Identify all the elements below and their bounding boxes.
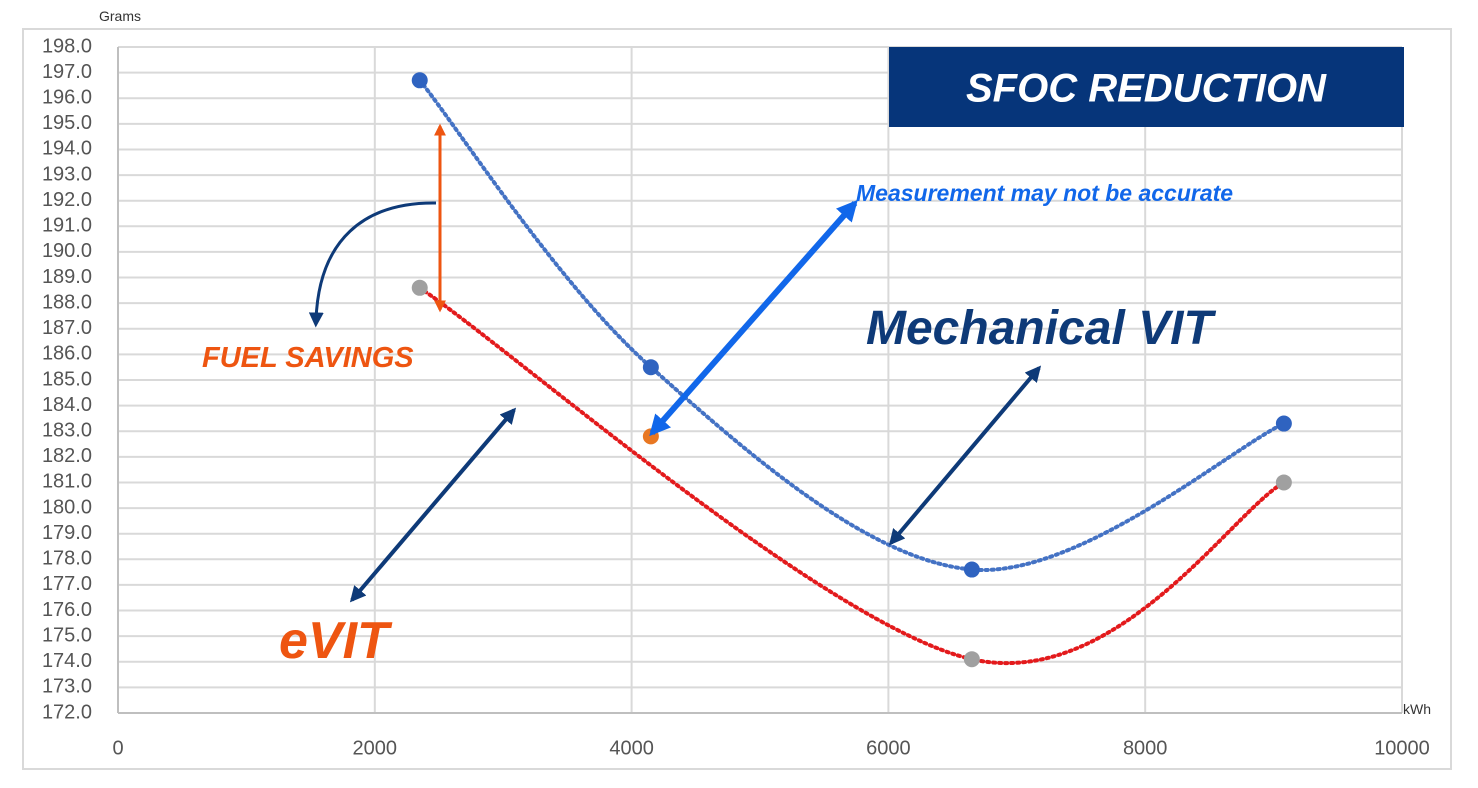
y-tick-label: 179.0 xyxy=(42,522,92,544)
y-tick-label: 188.0 xyxy=(42,291,92,313)
mechanical-vit-point xyxy=(1275,415,1292,432)
x-axis-unit-label: kWh xyxy=(1403,701,1431,717)
y-axis-unit-label: Grams xyxy=(99,8,141,24)
evit-point xyxy=(963,651,980,668)
y-tick-label: 180.0 xyxy=(42,496,92,518)
x-tick-label: 10000 xyxy=(1374,737,1430,759)
y-tick-label: 186.0 xyxy=(42,343,92,365)
y-tick-label: 187.0 xyxy=(42,317,92,339)
y-tick-label: 195.0 xyxy=(42,112,92,134)
chart-frame: 172.0 173.0 174.0 175.0 176.0 177.0 178.0 179.0… xyxy=(22,28,1452,770)
y-tick-label: 182.0 xyxy=(42,445,92,467)
y-tick-label: 189.0 xyxy=(42,266,92,288)
y-tick-label: 196.0 xyxy=(42,87,92,109)
mechanical-vit-point xyxy=(963,561,980,578)
x-tick-label: 0 xyxy=(112,737,123,759)
y-tick-label: 198.0 xyxy=(42,35,92,57)
x-tick-label: 8000 xyxy=(1123,737,1168,759)
x-tick-label: 4000 xyxy=(609,737,654,759)
series-layer xyxy=(411,72,1292,668)
evit-point xyxy=(1275,474,1292,491)
y-tick-label: 176.0 xyxy=(42,599,92,621)
mechanical-vit-point xyxy=(642,359,659,376)
y-tick-label: 172.0 xyxy=(42,701,92,723)
evit-label: eVIT xyxy=(279,612,393,670)
y-tick-label: 192.0 xyxy=(42,189,92,211)
fuel-savings-label: FUEL SAVINGS xyxy=(202,342,414,374)
y-tick-label: 190.0 xyxy=(42,240,92,262)
y-tick-label: 194.0 xyxy=(42,138,92,160)
y-tick-label: 173.0 xyxy=(42,676,92,698)
x-tick-label: 6000 xyxy=(866,737,911,759)
mechanical-vit-trend-line xyxy=(417,78,1286,572)
evit-point xyxy=(411,279,428,296)
annotations: FUEL SAVINGS eVIT Mechanical VIT Measure… xyxy=(202,123,1233,670)
title-box: SFOC REDUCTION xyxy=(889,47,1404,127)
y-tick-label: 193.0 xyxy=(42,163,92,185)
y-tick-label: 184.0 xyxy=(42,394,92,416)
chart-svg: 172.0 173.0 174.0 175.0 176.0 177.0 178.0 179.0… xyxy=(42,35,1430,759)
x-tick-label: 2000 xyxy=(353,737,398,759)
mechanical-vit-point xyxy=(411,72,428,89)
y-tick-label: 185.0 xyxy=(42,368,92,390)
mechanical-vit-label: Mechanical VIT xyxy=(866,302,1216,355)
title-background xyxy=(889,47,1404,127)
y-tick-label: 178.0 xyxy=(42,548,92,570)
chart-title: SFOC REDUCTION xyxy=(966,67,1327,111)
mechanical-vit-arrow xyxy=(888,365,1042,546)
y-tick-label: 197.0 xyxy=(42,61,92,83)
y-tick-label: 191.0 xyxy=(42,215,92,237)
y-tick-label: 175.0 xyxy=(42,624,92,646)
measurement-arrow xyxy=(649,199,858,437)
curved-arrow xyxy=(308,201,437,328)
axis-layer: 172.0 173.0 174.0 175.0 176.0 177.0 178.0 179.0… xyxy=(42,35,1430,759)
measurement-note-label: Measurement may not be accurate xyxy=(856,180,1233,206)
y-tick-label: 181.0 xyxy=(42,471,92,493)
y-tick-label: 177.0 xyxy=(42,573,92,595)
y-tick-label: 174.0 xyxy=(42,650,92,672)
evit-arrow xyxy=(349,407,517,603)
evit-trend-line xyxy=(417,285,1286,666)
y-tick-label: 183.0 xyxy=(42,420,92,442)
